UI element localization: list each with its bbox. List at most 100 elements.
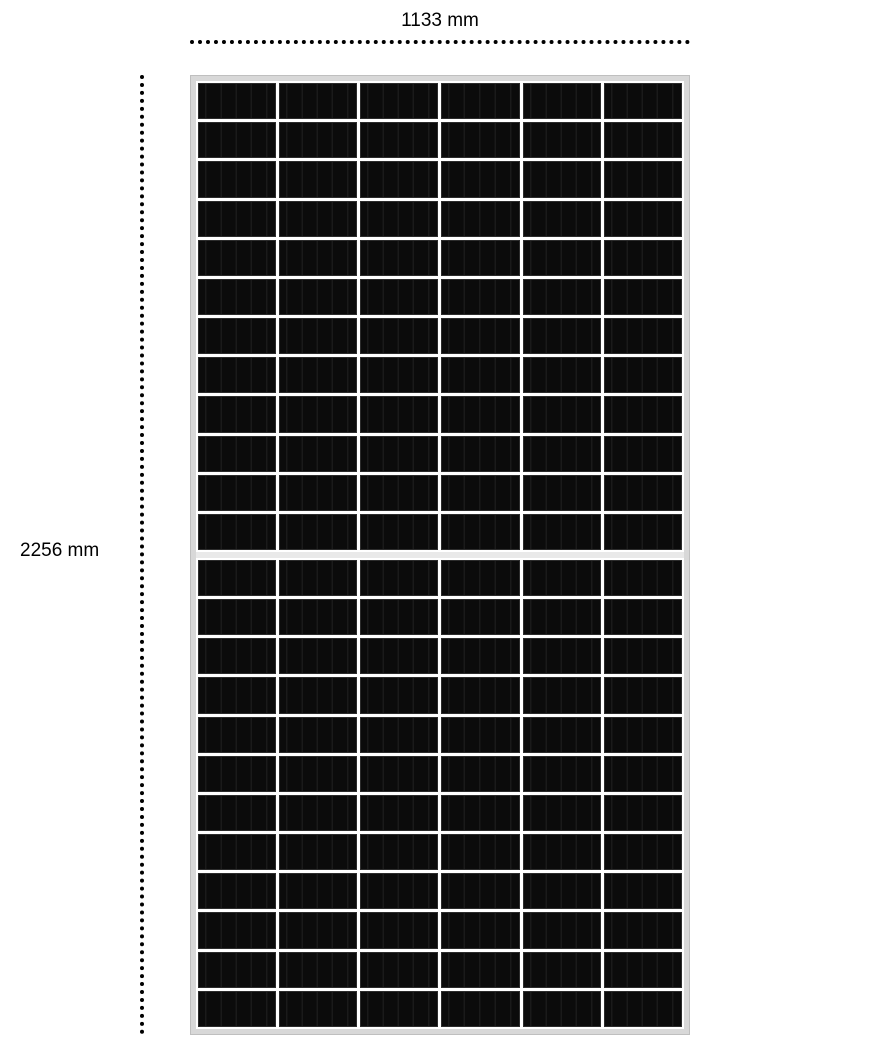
solar-cell	[360, 279, 438, 315]
solar-cell	[279, 83, 357, 119]
solar-cell	[198, 717, 276, 753]
solar-cell	[198, 279, 276, 315]
width-dimension-label: 1133 mm	[190, 10, 690, 32]
solar-cell	[360, 560, 438, 596]
solar-cell	[360, 991, 438, 1027]
solar-cell	[523, 795, 601, 831]
solar-cell	[441, 599, 519, 635]
solar-panel-inner	[196, 81, 684, 1029]
solar-cell	[523, 161, 601, 197]
solar-cell	[604, 240, 682, 276]
solar-cell	[523, 912, 601, 948]
solar-cell	[198, 396, 276, 432]
solar-cell	[523, 514, 601, 550]
solar-cell	[441, 795, 519, 831]
solar-cell	[523, 717, 601, 753]
solar-cell	[604, 952, 682, 988]
solar-cell	[198, 795, 276, 831]
solar-cell	[604, 756, 682, 792]
solar-cell	[360, 318, 438, 354]
solar-cell	[441, 318, 519, 354]
solar-cell	[441, 912, 519, 948]
solar-cell	[279, 873, 357, 909]
solar-cell	[198, 912, 276, 948]
solar-cell	[523, 318, 601, 354]
solar-cell	[198, 514, 276, 550]
width-dimension-rule	[190, 40, 690, 44]
solar-cell	[523, 357, 601, 393]
solar-cell	[198, 560, 276, 596]
solar-cell	[198, 834, 276, 870]
solar-cell	[441, 201, 519, 237]
solar-cell	[523, 122, 601, 158]
solar-cell	[441, 873, 519, 909]
solar-cell	[360, 240, 438, 276]
solar-cell	[604, 475, 682, 511]
solar-cell	[279, 357, 357, 393]
solar-cell	[279, 599, 357, 635]
solar-cell	[198, 638, 276, 674]
solar-cell	[604, 912, 682, 948]
solar-cell	[441, 677, 519, 713]
solar-cell	[198, 756, 276, 792]
solar-cell	[279, 122, 357, 158]
solar-cell	[523, 436, 601, 472]
solar-cell	[198, 991, 276, 1027]
solar-cell	[523, 240, 601, 276]
solar-cell	[523, 952, 601, 988]
solar-cell	[604, 201, 682, 237]
solar-cell	[279, 756, 357, 792]
solar-cell	[279, 991, 357, 1027]
solar-cell	[360, 834, 438, 870]
solar-cell	[523, 756, 601, 792]
solar-cell	[279, 560, 357, 596]
solar-cell	[279, 161, 357, 197]
solar-cell	[360, 122, 438, 158]
solar-cell	[441, 83, 519, 119]
solar-cell	[441, 122, 519, 158]
solar-cell	[441, 475, 519, 511]
solar-cell	[604, 396, 682, 432]
solar-cell	[198, 436, 276, 472]
height-dimension-rule	[140, 75, 144, 1035]
solar-cell	[360, 677, 438, 713]
solar-cell	[441, 756, 519, 792]
solar-cell	[360, 795, 438, 831]
solar-cell	[360, 514, 438, 550]
solar-cell	[604, 638, 682, 674]
solar-cell	[604, 560, 682, 596]
solar-cell	[279, 677, 357, 713]
solar-cell	[279, 279, 357, 315]
solar-cell	[279, 912, 357, 948]
solar-cell	[441, 834, 519, 870]
solar-cell	[360, 912, 438, 948]
solar-panel-bottom-half	[196, 558, 684, 1029]
solar-cell	[198, 952, 276, 988]
solar-cell	[360, 357, 438, 393]
solar-cell	[604, 599, 682, 635]
solar-cell	[198, 873, 276, 909]
solar-cell	[523, 279, 601, 315]
solar-cell	[604, 279, 682, 315]
solar-cell	[441, 991, 519, 1027]
solar-cell	[279, 318, 357, 354]
solar-cell	[198, 475, 276, 511]
solar-cell	[360, 952, 438, 988]
solar-cell	[523, 475, 601, 511]
solar-cell	[198, 677, 276, 713]
solar-cell	[279, 795, 357, 831]
solar-cell	[523, 991, 601, 1027]
solar-cell	[604, 83, 682, 119]
solar-cell	[604, 436, 682, 472]
solar-cell	[441, 240, 519, 276]
solar-cell	[360, 201, 438, 237]
solar-cell	[360, 638, 438, 674]
solar-cell	[441, 560, 519, 596]
solar-panel-top-half	[196, 81, 684, 552]
solar-cell	[279, 436, 357, 472]
solar-cell	[441, 436, 519, 472]
solar-cell	[523, 396, 601, 432]
solar-cell	[198, 161, 276, 197]
solar-cell	[523, 599, 601, 635]
solar-cell	[441, 396, 519, 432]
